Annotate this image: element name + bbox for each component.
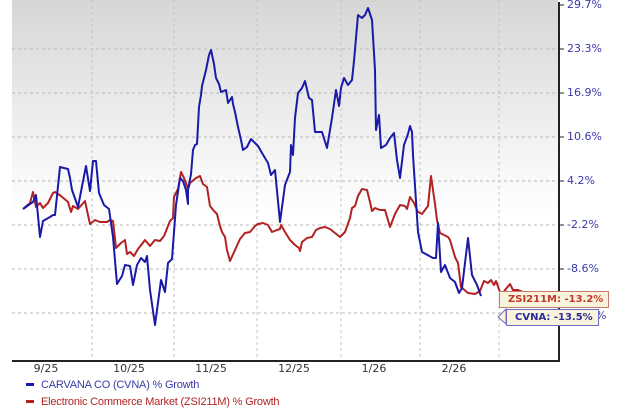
cvna-line xyxy=(22,7,482,326)
x-tick-label: 12/25 xyxy=(278,362,310,375)
y-tick-label: 23.3% xyxy=(567,42,602,55)
y-tick-label-partial: % xyxy=(596,309,607,322)
legend-label-zsi: Electronic Commerce Market (ZSI211M) % G… xyxy=(41,396,280,408)
y-tick-label: 10.6% xyxy=(567,130,602,143)
zsi-end-value-label: ZSI211M: -13.2% xyxy=(499,291,610,308)
x-tick-label: 11/25 xyxy=(195,362,227,375)
legend-item-cvna: CARVANA CO (CVNA) % Growth xyxy=(26,378,199,392)
x-tick-label: 2/26 xyxy=(441,362,467,375)
y-tick-label: 29.7% xyxy=(567,0,602,11)
legend-swatch-zsi xyxy=(26,399,34,403)
legend-label-cvna: CARVANA CO (CVNA) % Growth xyxy=(41,379,200,391)
legend-swatch-cvna xyxy=(26,382,34,386)
legend-item-zsi: Electronic Commerce Market (ZSI211M) % G… xyxy=(26,395,280,409)
horizontal-gridlines xyxy=(12,48,558,314)
y-tick-label: 4.2% xyxy=(567,174,595,187)
cvna-end-value-label: CVNA: -13.5% xyxy=(506,309,599,326)
y-tick-label: 16.9% xyxy=(567,86,602,99)
x-tick-label: 9/25 xyxy=(33,362,59,375)
y-tick-marks xyxy=(559,4,564,270)
y-tick-label: -8.6% xyxy=(567,262,599,275)
x-tick-label: 10/25 xyxy=(113,362,145,375)
y-tick-label: -2.2% xyxy=(567,218,599,231)
x-tick-label: 1/26 xyxy=(361,362,387,375)
